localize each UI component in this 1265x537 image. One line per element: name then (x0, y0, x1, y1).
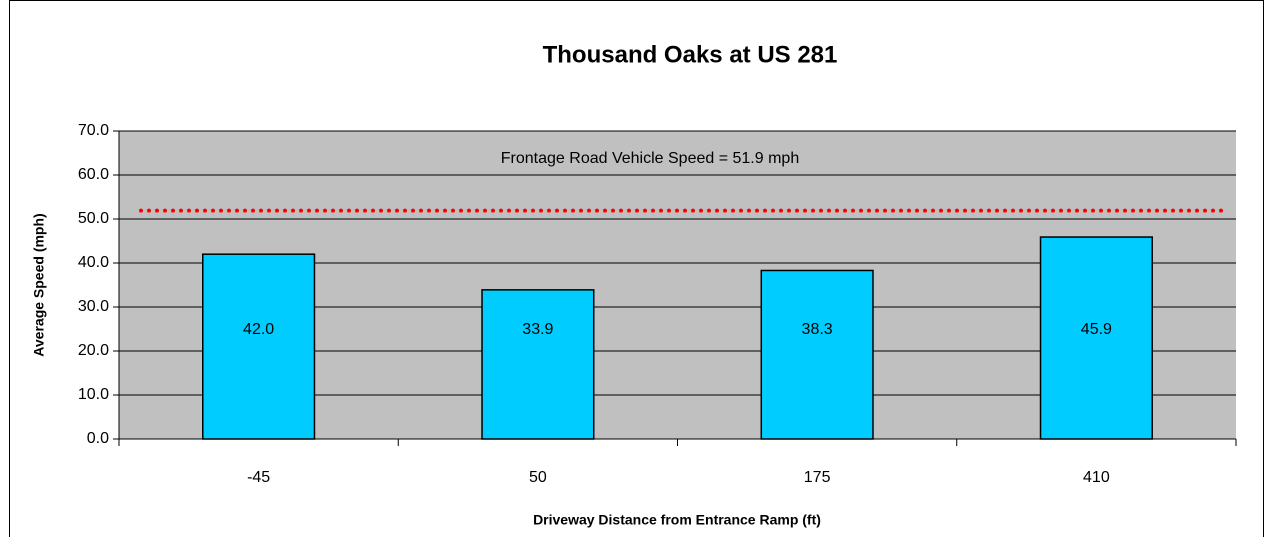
chart-title: Thousand Oaks at US 281 (543, 41, 838, 68)
value-label: 42.0 (243, 321, 274, 338)
value-label: 33.9 (522, 321, 553, 338)
value-label: 38.3 (802, 321, 833, 338)
value-label: 45.9 (1081, 321, 1112, 338)
x-tick-label: 175 (804, 469, 831, 486)
y-tick-label: 30.0 (78, 298, 109, 315)
y-tick-label: 40.0 (78, 254, 109, 271)
bar (202, 253, 316, 440)
y-axis-label: Average Speed (mph) (31, 213, 47, 356)
y-tick-label: 20.0 (78, 342, 109, 359)
y-tick-label: 50.0 (78, 210, 109, 227)
y-tick-label: 0.0 (87, 430, 109, 447)
x-axis-label: Driveway Distance from Entrance Ramp (ft… (533, 512, 821, 528)
bar (760, 269, 874, 440)
x-tick-label: -45 (247, 469, 270, 486)
y-tick-label: 70.0 (78, 122, 109, 139)
y-tick-label: 10.0 (78, 386, 109, 403)
bar (481, 289, 595, 440)
x-tick-label: 410 (1083, 469, 1110, 486)
x-tick-label: 50 (529, 469, 547, 486)
reference-label: Frontage Road Vehicle Speed = 51.9 mph (501, 150, 799, 167)
bar (1039, 236, 1153, 440)
y-tick-label: 60.0 (78, 166, 109, 183)
